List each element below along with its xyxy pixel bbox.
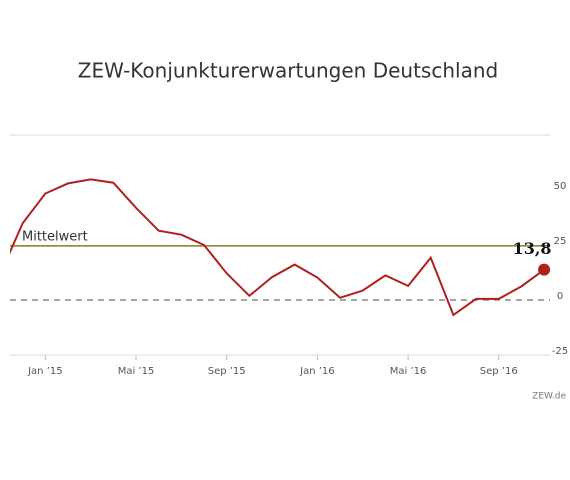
mean-label: Mittelwert (22, 229, 88, 244)
data-line (10, 178, 545, 317)
source: ZEW.de (532, 392, 566, 402)
chart-title: ZEW-Konjunkturerwartungen Deutschland (78, 59, 498, 83)
y-tick-label: 25 (554, 236, 567, 247)
y-tick-label: -25 (552, 346, 568, 357)
end-point (538, 263, 551, 276)
x-tick-label: Jan ’15 (27, 366, 63, 377)
x-tick-label: Sep ’15 (208, 366, 246, 377)
x-tick-label: Mai ’16 (390, 366, 427, 377)
x-tick-label: Sep ’16 (480, 366, 518, 377)
plot-area (10, 178, 545, 317)
x-tick-label: Mai ’15 (118, 366, 155, 377)
end-label: 13,8 (513, 239, 552, 258)
x-tick-label: Jan ’16 (299, 366, 335, 377)
y-tick-label: 0 (557, 291, 563, 302)
y-tick-label: 50 (554, 181, 567, 192)
